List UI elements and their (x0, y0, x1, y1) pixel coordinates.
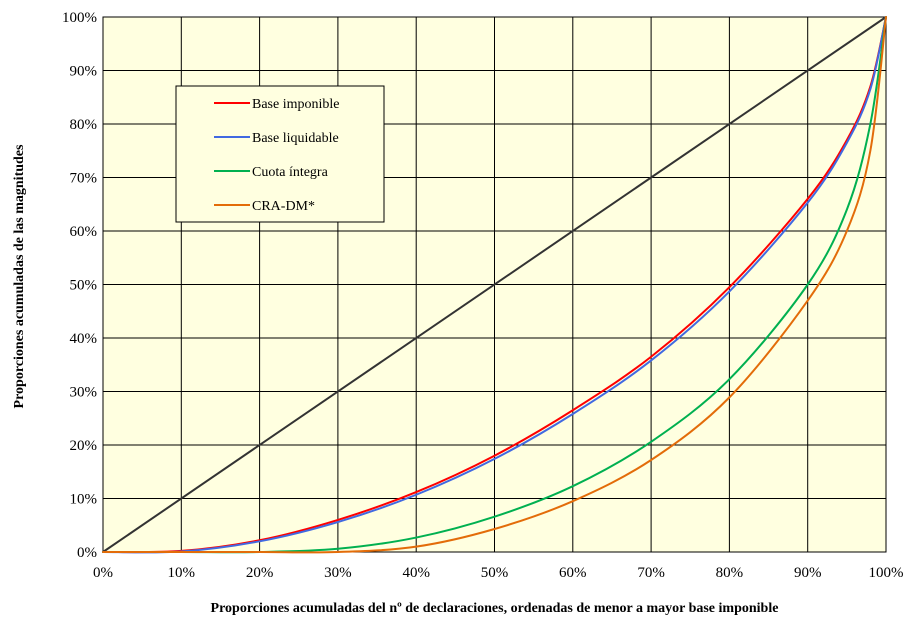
y-tick-label: 60% (70, 224, 98, 240)
legend-label: CRA-DM* (252, 199, 315, 214)
x-tick-label: 80% (716, 565, 744, 581)
y-tick-label: 70% (70, 171, 98, 187)
legend-label: Base imponible (252, 97, 340, 112)
y-tick-label: 0% (77, 545, 97, 561)
series-lines (102, 16, 887, 554)
series-line-1 (102, 16, 887, 554)
equality-line (102, 16, 887, 553)
y-axis-title: Proporciones acumuladas de las magnitude… (12, 144, 27, 409)
legend: Base imponible Base liquidable Cuota ínteg… (175, 85, 385, 223)
x-tick-label: 100% (869, 565, 904, 581)
y-tick-label: 10% (70, 492, 98, 508)
x-tick-label: 30% (324, 565, 352, 581)
y-tick-label: 80% (70, 117, 98, 133)
x-tick-label: 70% (637, 565, 665, 581)
legend-label: Cuota íntegra (252, 165, 329, 180)
y-tick-label: 100% (62, 10, 97, 26)
x-axis-ticks: 0% 10% 20% 30% 40% 50% 60% 70% 80% 90% 100% (93, 565, 904, 581)
y-axis-ticks: 0% 10% 20% 30% 40% 50% 60% 70% 80% 90% 100% (62, 10, 97, 561)
x-axis-title: Proporciones acumuladas del nº de declar… (211, 601, 779, 616)
x-tick-label: 90% (794, 565, 822, 581)
y-tick-label: 90% (70, 64, 98, 80)
x-tick-label: 50% (481, 565, 509, 581)
legend-label: Base liquidable (252, 131, 339, 146)
y-tick-label: 40% (70, 331, 98, 347)
y-tick-label: 50% (70, 278, 98, 294)
x-tick-label: 40% (402, 565, 430, 581)
legend-box (175, 85, 385, 223)
x-tick-label: 60% (559, 565, 587, 581)
x-tick-label: 20% (246, 565, 274, 581)
series-line-4 (102, 16, 887, 554)
series-line-2 (102, 16, 887, 554)
y-tick-label: 20% (70, 438, 98, 454)
x-tick-label: 0% (93, 565, 113, 581)
y-tick-label: 30% (70, 385, 98, 401)
x-tick-label: 10% (168, 565, 196, 581)
